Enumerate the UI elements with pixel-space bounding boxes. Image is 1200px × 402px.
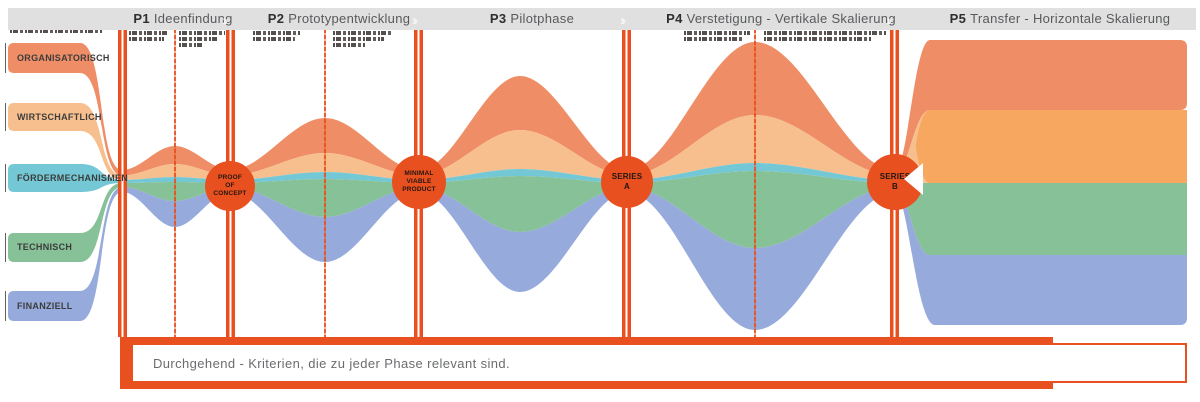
phase-label-p3: P3 Pilotphase: [490, 8, 574, 30]
phase-id: P5: [949, 11, 967, 26]
phase-label-p1: P1 Ideenfindung: [133, 8, 232, 30]
milestone-text: PROOF: [217, 173, 243, 181]
annotation-notes: [179, 31, 225, 49]
band-finanziell: [8, 187, 1187, 330]
phase-name: Prototypentwicklung: [288, 11, 411, 26]
phase-name: Verstetigung - Vertikale Skalierung: [686, 11, 896, 26]
annotation-notes: [129, 31, 169, 43]
annotation-notes: [10, 29, 102, 35]
milestone-line: [118, 29, 127, 337]
phase-divider-line: [174, 29, 176, 337]
chevron-separator-icon: ››: [222, 12, 229, 28]
phase-name: Ideenfindung: [153, 11, 233, 26]
phase-id: P2: [267, 11, 285, 26]
annotation-notes: [684, 31, 750, 43]
footer-note-text: Durchgehend - Kriterien, die zu jeder Ph…: [153, 355, 511, 371]
phase-id: P1: [133, 11, 150, 26]
phase-id: P4: [666, 11, 683, 26]
band-organisatorisch: [8, 40, 1187, 176]
category-label-organisatorisch: ORGANISATORISCH: [17, 53, 110, 63]
phase-header-bar: P1 Ideenfindung P2 Prototypentwicklung P3 P…: [8, 8, 1196, 30]
category-tick: [5, 233, 6, 262]
footer-note-box: Durchgehend - Kriterien, die zu jeder Ph…: [131, 343, 1187, 383]
milestone-text: SERIES: [611, 172, 643, 181]
phase-label-p2: P2 Prototypentwicklung: [268, 8, 411, 30]
annotation-notes: [764, 31, 886, 43]
phase-label-p4: P4 Verstetigung - Vertikale Skalierung: [666, 8, 896, 30]
category-label-wirtschaftlich: WIRTSCHAFTLICH: [17, 112, 102, 122]
phase-name: Transfer - Horizontale Skalierung: [970, 11, 1171, 26]
milestone-proof-of-concept: PROOF OF CONCEPT: [205, 161, 255, 211]
chevron-separator-icon: ››: [886, 12, 893, 28]
milestone-text: MINIMAL: [404, 169, 434, 177]
milestone-text: CONCEPT: [213, 190, 247, 198]
milestone-text: B: [892, 182, 898, 191]
category-tick: [5, 164, 6, 192]
category-label-finanziell: FINANZIELL: [17, 301, 73, 311]
annotation-notes: [253, 31, 301, 43]
category-tick: [5, 43, 6, 73]
phase-label-p5: P5 Transfer - Horizontale Skalierung: [950, 8, 1171, 30]
band-wirtschaftlich-p5: [916, 110, 1187, 183]
chevron-separator-icon: ››: [620, 12, 627, 28]
band-technisch: [8, 171, 1187, 262]
category-tick: [5, 103, 6, 131]
category-label-foerdermechanismen: FÖRDERMECHANISMEN: [17, 173, 129, 183]
annotation-notes: [333, 31, 391, 49]
milestone-text: OF: [225, 181, 235, 189]
phase-id: P3: [489, 11, 507, 26]
phase-divider-line: [324, 29, 326, 337]
band-foerdermechanismen: [8, 163, 920, 192]
category-label-technisch: TECHNISCH: [17, 242, 73, 252]
milestone-text: PRODUCT: [402, 186, 436, 194]
flow-arrow-icon: [904, 163, 923, 195]
milestone-text: SERIES: [879, 172, 911, 181]
phase-divider-line: [754, 29, 756, 337]
band-wirtschaftlich: [8, 103, 1187, 183]
milestone-text: VIABLE: [406, 177, 432, 185]
category-tick: [5, 291, 6, 321]
milestone-series-a: SERIES A: [601, 156, 653, 208]
milestone-minimal-viable-product: MINIMAL VIABLE PRODUCT: [392, 155, 446, 209]
phase-name: Pilotphase: [510, 11, 575, 26]
milestone-text: A: [624, 182, 630, 191]
chevron-separator-icon: ››: [412, 12, 419, 28]
